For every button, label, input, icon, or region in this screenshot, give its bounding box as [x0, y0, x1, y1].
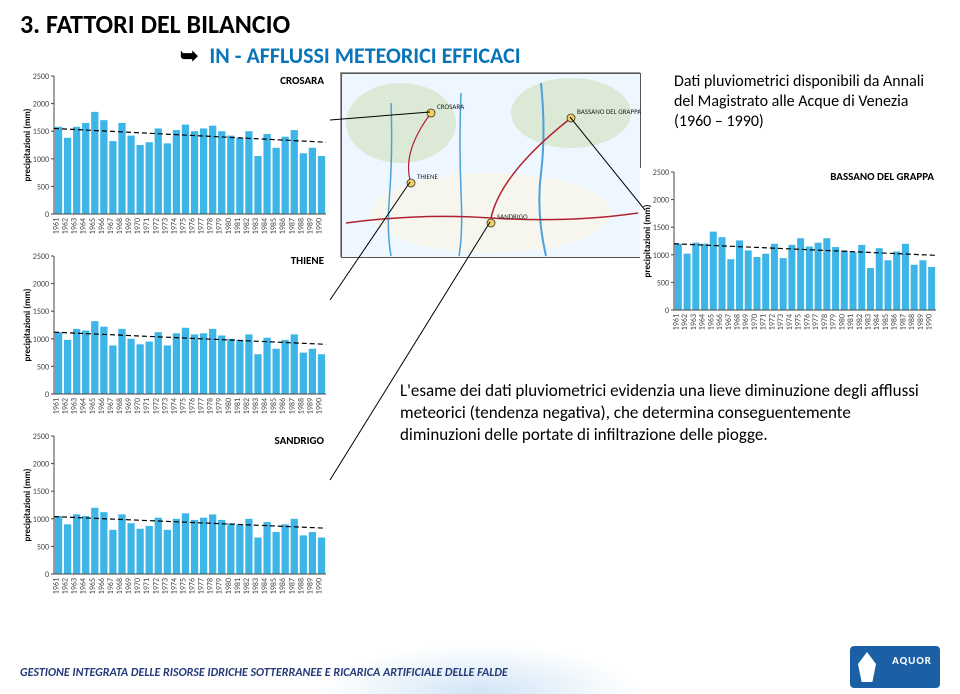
svg-text:2500: 2500	[33, 252, 49, 262]
svg-text:0: 0	[45, 390, 49, 400]
svg-text:precipitazioni (mm): precipitazioni (mm)	[642, 204, 653, 277]
svg-text:500: 500	[37, 362, 49, 372]
svg-text:2500: 2500	[33, 72, 49, 82]
svg-text:1500: 1500	[33, 127, 49, 137]
footer: GESTIONE INTEGRATA DELLE RISORSE IDRICHE…	[20, 640, 940, 688]
svg-text:THIENE: THIENE	[417, 172, 438, 181]
svg-text:2000: 2000	[33, 280, 49, 290]
svg-text:1000: 1000	[33, 335, 49, 345]
svg-text:precipitazioni (mm): precipitazioni (mm)	[22, 468, 33, 541]
svg-text:2500: 2500	[653, 168, 669, 178]
svg-text:1990: 1990	[314, 578, 324, 594]
chart-bassano: 0 500 1000 1500 2000 2500 precipitazioni (mm) 1…	[640, 168, 940, 338]
svg-text:SANDRIGO: SANDRIGO	[497, 212, 528, 221]
page-title: 3. FATTORI DEL BILANCIO	[20, 8, 940, 40]
svg-text:1500: 1500	[33, 487, 49, 497]
svg-text:1000: 1000	[653, 251, 669, 261]
footer-text: GESTIONE INTEGRATA DELLE RISORSE IDRICHE…	[20, 666, 508, 680]
page-subtitle: ➥ IN - AFFLUSSI METEORICI EFFICACI	[180, 42, 940, 69]
svg-text:0: 0	[45, 570, 49, 580]
svg-text:500: 500	[37, 542, 49, 552]
svg-text:precipitazioni (mm): precipitazioni (mm)	[22, 108, 33, 181]
svg-text:1990: 1990	[314, 218, 324, 234]
svg-text:2000: 2000	[33, 100, 49, 110]
svg-text:2000: 2000	[33, 460, 49, 470]
svg-text:THIENE: THIENE	[291, 254, 324, 267]
chart-sandrigo: 0 500 1000 1500 2000 2500 precipitazioni (mm) 1…	[20, 432, 330, 602]
title-row: 3. FATTORI DEL BILANCIO ➥ IN - AFFLUSSI …	[20, 8, 940, 69]
chart-thiene: 0 500 1000 1500 2000 2500 precipitazioni (mm) 1…	[20, 252, 330, 422]
subtitle-rest: - AFFLUSSI METEORICI EFFICACI	[230, 42, 521, 69]
svg-text:1990: 1990	[314, 398, 324, 414]
svg-text:2000: 2000	[653, 196, 669, 206]
svg-text:0: 0	[665, 306, 669, 316]
svg-text:500: 500	[37, 182, 49, 192]
svg-text:500: 500	[657, 278, 669, 288]
footer-logo-text: AQUOR	[892, 654, 932, 667]
footer-logo: AQUOR	[850, 646, 940, 688]
svg-text:SANDRIGO: SANDRIGO	[275, 434, 325, 447]
note-findings: L'esame dei dati pluviometrici evidenzia…	[400, 380, 920, 446]
svg-text:2500: 2500	[33, 432, 49, 442]
svg-text:1500: 1500	[653, 223, 669, 233]
map-panel: CROSARA THIENE SANDRIGO BASSANO DEL GRAPPA	[340, 72, 640, 257]
subtitle-in: IN	[209, 42, 229, 69]
chart-crosara: 0 500 1000 1500 2000 2500 precipitazioni (mm) 1…	[20, 72, 330, 242]
svg-text:1000: 1000	[33, 515, 49, 525]
svg-text:BASSANO DEL GRAPPA: BASSANO DEL GRAPPA	[577, 107, 641, 116]
svg-text:1000: 1000	[33, 155, 49, 165]
svg-text:CROSARA: CROSARA	[437, 102, 465, 111]
svg-text:1990: 1990	[925, 314, 935, 330]
svg-text:CROSARA: CROSARA	[280, 74, 324, 87]
arrow-icon: ➥	[180, 42, 198, 69]
page: 3. FATTORI DEL BILANCIO ➥ IN - AFFLUSSI …	[0, 0, 960, 694]
svg-text:BASSANO DEL GRAPPA: BASSANO DEL GRAPPA	[830, 170, 934, 183]
svg-text:0: 0	[45, 210, 49, 220]
svg-text:1500: 1500	[33, 307, 49, 317]
svg-text:precipitazioni (mm): precipitazioni (mm)	[22, 288, 33, 361]
note-data-source: Dati pluviometrici disponibili da Annali…	[674, 72, 934, 132]
map-svg: CROSARA THIENE SANDRIGO BASSANO DEL GRAPPA	[341, 73, 641, 258]
